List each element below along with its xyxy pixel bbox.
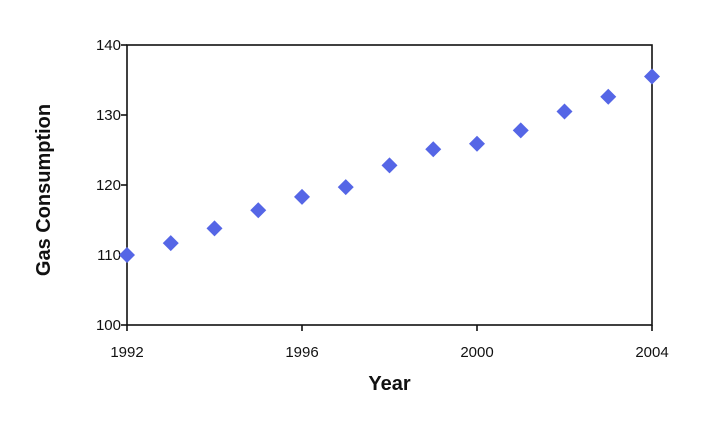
x-tick-label: 2000 <box>460 344 493 361</box>
data-point-diamond <box>381 157 398 174</box>
x-tick-label: 1992 <box>110 344 143 361</box>
data-point-diamond <box>644 68 660 85</box>
y-tick-label: 100 <box>96 317 121 334</box>
data-point-diamond <box>119 247 135 263</box>
data-point-diamond <box>294 188 310 205</box>
x-axis: 1992 1996 2000 2004 <box>110 325 669 361</box>
x-tick-label: 1996 <box>285 344 318 361</box>
data-point-diamond <box>250 202 267 219</box>
y-axis-title: Gas Consumption <box>33 104 55 276</box>
y-tick-label: 110 <box>97 247 121 264</box>
data-point-diamond <box>556 103 573 120</box>
x-axis-title: Year <box>368 373 410 395</box>
y-tick-label: 140 <box>96 37 121 54</box>
y-tick-label: 120 <box>96 177 121 194</box>
x-tick-label: 2004 <box>635 344 668 361</box>
y-tick-label: 130 <box>96 107 121 124</box>
data-point-diamond <box>337 179 354 196</box>
data-point-diamond <box>469 135 485 152</box>
data-point-diamond <box>206 220 223 237</box>
data-point-diamond <box>600 88 617 105</box>
data-point-diamond <box>162 235 179 252</box>
y-axis: 100 110 120 130 140 <box>96 37 127 334</box>
data-point-diamond <box>512 122 529 139</box>
data-point-diamond <box>425 141 442 158</box>
data-points <box>119 68 660 263</box>
plot-area <box>126 44 653 326</box>
